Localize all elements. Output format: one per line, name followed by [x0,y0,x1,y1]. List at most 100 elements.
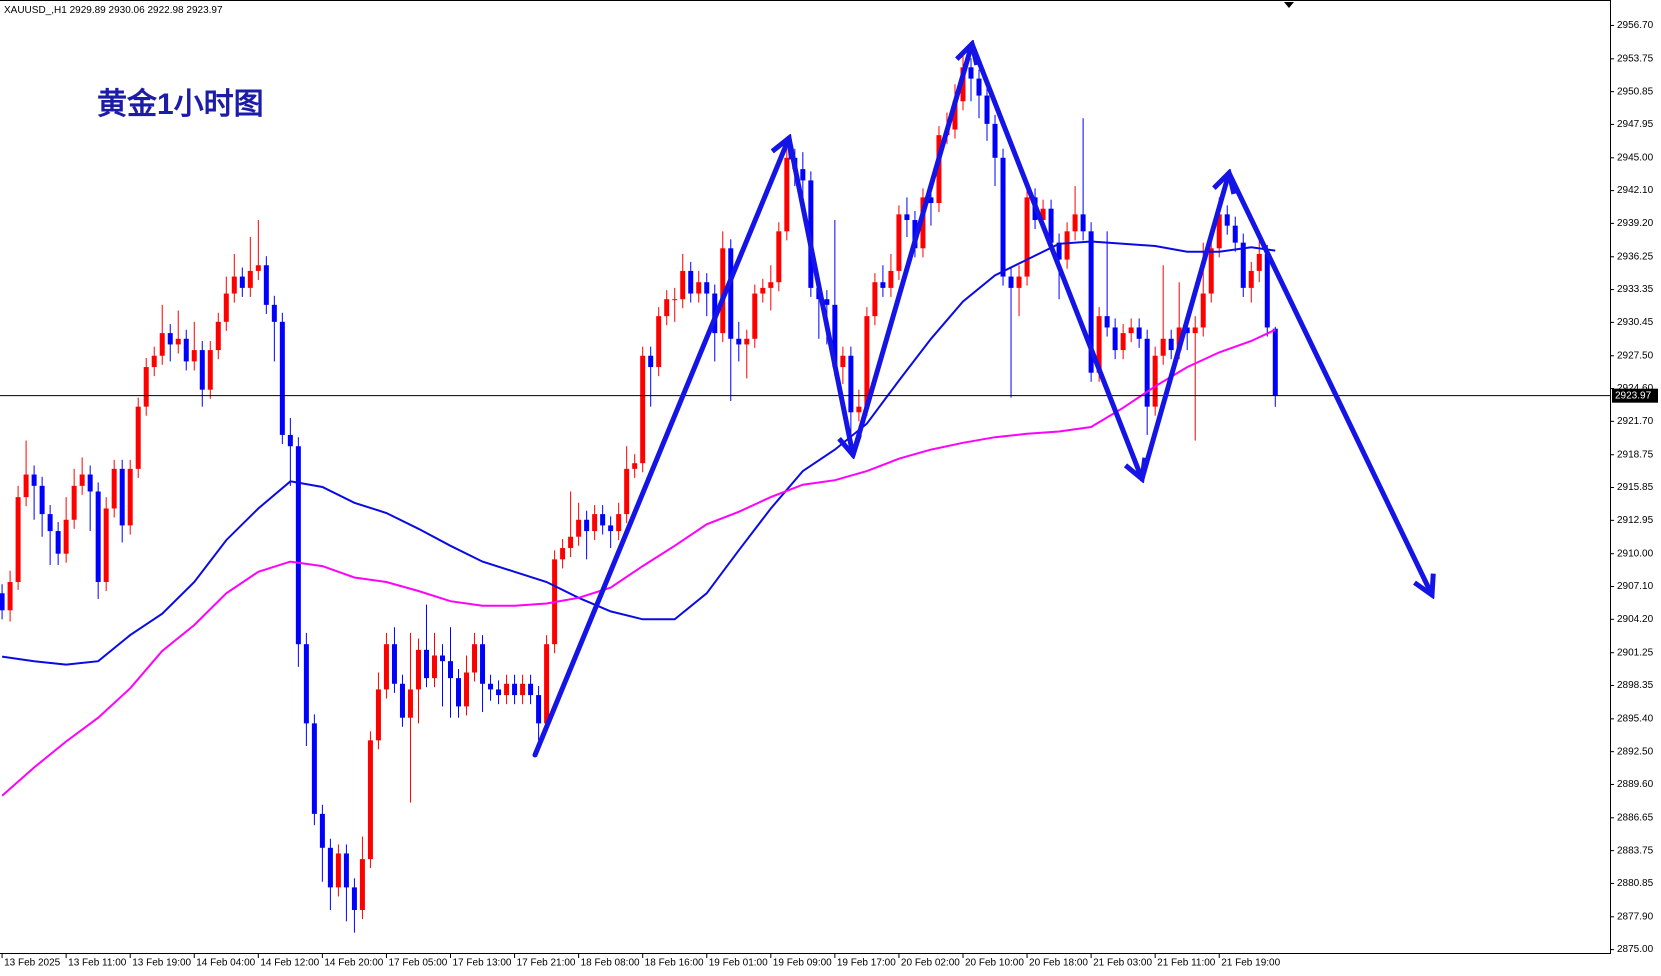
y-tick-label: 2953.75 [1617,53,1654,64]
candle-body [720,248,726,334]
candle-body [255,265,261,271]
candle-body [472,644,478,673]
candle-body [439,655,445,662]
price-label-box [1612,388,1658,403]
candle-body [936,135,942,204]
candle-body [456,678,462,707]
candle-body [800,169,806,181]
candle-body [928,197,934,204]
y-tick-label: 2877.90 [1617,911,1654,922]
shift-marker [1284,2,1294,8]
candle-body [135,406,141,469]
candle-body [584,519,590,532]
candle-body [79,474,85,486]
header-high: 2930.06 [109,5,146,16]
candle-body [223,293,229,322]
candle-body [1256,253,1262,271]
candle-body [1192,327,1198,334]
y-tick-label: 2883.75 [1617,845,1654,856]
candle-body [215,321,221,351]
x-tick-label: 13 Feb 2025 [4,958,61,969]
candle-body [359,859,365,911]
price-label: 2923.97 [1615,390,1652,401]
candle-body [920,197,926,249]
candle-body [1096,316,1102,373]
y-tick-label: 2942.10 [1617,185,1654,196]
x-tick-label: 20 Feb 10:00 [965,958,1024,969]
y-tick-label: 2936.25 [1617,251,1654,262]
candle-body [848,355,854,413]
x-tick-label: 18 Feb 08:00 [581,958,640,969]
candle-body [1176,327,1182,351]
candle-body [1024,197,1030,277]
candle-body [752,293,758,339]
y-tick-label: 2904.20 [1617,614,1654,625]
candle-body [119,468,125,526]
candle-body [896,214,902,271]
candle-body [536,695,542,724]
x-tick-label: 17 Feb 21:00 [517,958,576,969]
y-tick-label: 2886.65 [1617,812,1654,823]
candle-body [303,644,309,724]
candle-body [664,299,670,317]
candle-body [295,446,301,645]
candle-body [1040,208,1046,221]
candle-body [560,548,566,560]
candle-body [672,299,678,301]
x-tick-label: 19 Feb 09:00 [773,958,832,969]
candle-body [143,367,149,407]
candle-body [15,497,21,582]
candle-body [1208,248,1214,294]
y-tick-label: 2901.25 [1617,647,1654,658]
candle-body [600,514,606,526]
arrow [532,138,789,758]
arrow [786,135,853,455]
candle-body [383,644,389,690]
candle-body [496,689,502,696]
candle-body [448,661,454,679]
y-tick-label: 2880.85 [1617,878,1654,889]
candle-body [1112,327,1118,351]
candle-body [71,485,77,520]
y-tick-label: 2875.00 [1617,944,1654,955]
y-tick-label: 2945.00 [1617,152,1654,163]
candle-body [1264,253,1270,328]
candle-body [399,683,405,718]
candle-body [263,265,269,305]
candle-body [151,355,157,368]
candle-body [287,434,293,447]
candle-body [904,214,910,221]
candle-body [391,644,397,684]
y-tick-label: 2912.95 [1617,515,1654,526]
candle-body [1064,231,1070,260]
y-tick-label: 2930.45 [1617,317,1654,328]
candle-body [111,468,117,509]
candle-body [648,355,654,368]
x-tick-label: 19 Feb 01:00 [709,958,768,969]
candle-body [864,316,870,407]
axes: 2956.70 2953.75 2950.85 2947.95 2945.00 2942.… [1,20,1658,969]
candle-body [704,282,710,294]
y-tick-label: 2895.40 [1617,713,1654,724]
candle-body [832,304,838,368]
y-tick-label: 2947.95 [1617,119,1654,130]
candle-body [319,813,325,848]
moving-average [1,240,1276,666]
y-tick-label: 2939.20 [1617,218,1654,229]
candle-body [23,474,29,498]
candle-body [624,468,630,515]
x-tick-label: 21 Feb 19:00 [1221,958,1280,969]
candle-body [680,270,686,300]
candle-body [87,474,93,492]
y-tick-label: 2907.10 [1617,581,1654,592]
candle-body [375,689,381,741]
candle-body [1216,214,1222,249]
candle-body [1016,276,1022,288]
candle-body [840,355,846,368]
candle-body [103,508,109,582]
candle-body [688,270,694,294]
y-tick-label: 2927.50 [1617,350,1654,361]
candle-body [407,689,413,718]
